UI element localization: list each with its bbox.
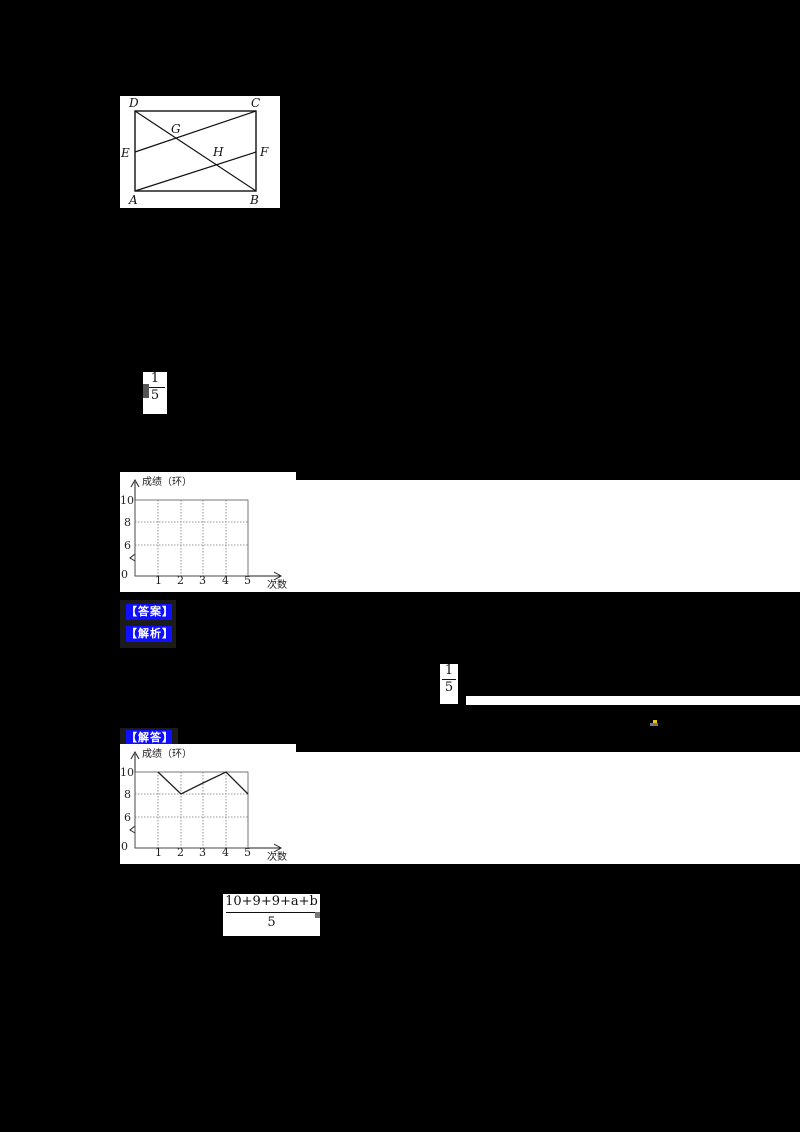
x-tick-4: 4 [222, 846, 229, 859]
label-h: H [212, 145, 224, 159]
x-tick-5: 5 [244, 846, 251, 859]
origin-label: 0 [121, 840, 128, 853]
label-e: E [120, 146, 130, 160]
x-tick-2: 2 [177, 574, 184, 587]
y-tick-8: 8 [124, 788, 131, 801]
formula-denominator: 5 [267, 915, 276, 930]
x-tick-1: 1 [155, 846, 162, 859]
rectangle-geometry-figure: D C G E H F A B [120, 96, 280, 208]
label-a: A [128, 193, 138, 207]
x-axis-label: 次数 [267, 850, 287, 863]
score-chart-filled: 成绩（环） 10 8 6 0 1 2 3 4 5 次数 [120, 744, 296, 864]
score-line [157, 771, 249, 795]
label-b: B [249, 193, 259, 207]
marker-icon [315, 912, 320, 918]
y-axis-label: 成绩（环） [142, 747, 192, 760]
answer-badge[interactable]: 【答案】 [126, 604, 174, 620]
average-formula: 10+9+9+a+b 5 [223, 894, 320, 936]
fraction-numerator: 1 [150, 371, 160, 386]
x-axis-label: 次数 [267, 578, 287, 591]
small-marker-icon [650, 720, 658, 726]
solution-badge-wrap: 【解答】 [120, 728, 178, 748]
score-chart-blank: 成绩（环） 10 8 6 0 1 2 3 4 5 次数 [120, 472, 296, 592]
y-axis-label: 成绩（环） [142, 475, 192, 488]
white-band-top [295, 480, 800, 592]
fraction-one-fifth: 1 5 [143, 372, 167, 414]
label-d: D [128, 96, 139, 110]
formula-numerator: 10+9+9+a+b [225, 894, 318, 909]
fraction-bar [145, 387, 165, 388]
y-tick-6: 6 [124, 811, 131, 824]
white-band-bottom [295, 752, 800, 864]
y-tick-10: 10 [120, 494, 134, 507]
label-f: F [259, 145, 269, 159]
fraction-bar [442, 679, 456, 680]
origin-label: 0 [121, 568, 128, 581]
x-tick-2: 2 [177, 846, 184, 859]
fraction-denominator: 5 [444, 680, 454, 695]
x-tick-4: 4 [222, 574, 229, 587]
y-tick-8: 8 [124, 516, 131, 529]
solution-badge[interactable]: 【解答】 [126, 730, 174, 746]
y-tick-10: 10 [120, 766, 134, 779]
answer-analysis-badges: 【答案】 【解析】 [120, 600, 176, 648]
fraction-numerator: 1 [444, 663, 454, 678]
y-tick-6: 6 [124, 539, 131, 552]
fraction-denominator: 5 [150, 388, 160, 403]
label-c: C [251, 96, 260, 110]
x-tick-1: 1 [155, 574, 162, 587]
fraction-one-fifth-inline: 1 5 [440, 664, 458, 704]
marker-icon [143, 384, 149, 398]
geometry-diagram: D C G E H F A B [120, 96, 269, 207]
x-tick-5: 5 [244, 574, 251, 587]
formula-bar [226, 912, 317, 913]
analysis-badge[interactable]: 【解析】 [126, 626, 174, 642]
x-tick-3: 3 [199, 574, 206, 587]
white-band-middle [466, 696, 800, 705]
x-tick-3: 3 [199, 846, 206, 859]
label-g: G [171, 122, 181, 136]
